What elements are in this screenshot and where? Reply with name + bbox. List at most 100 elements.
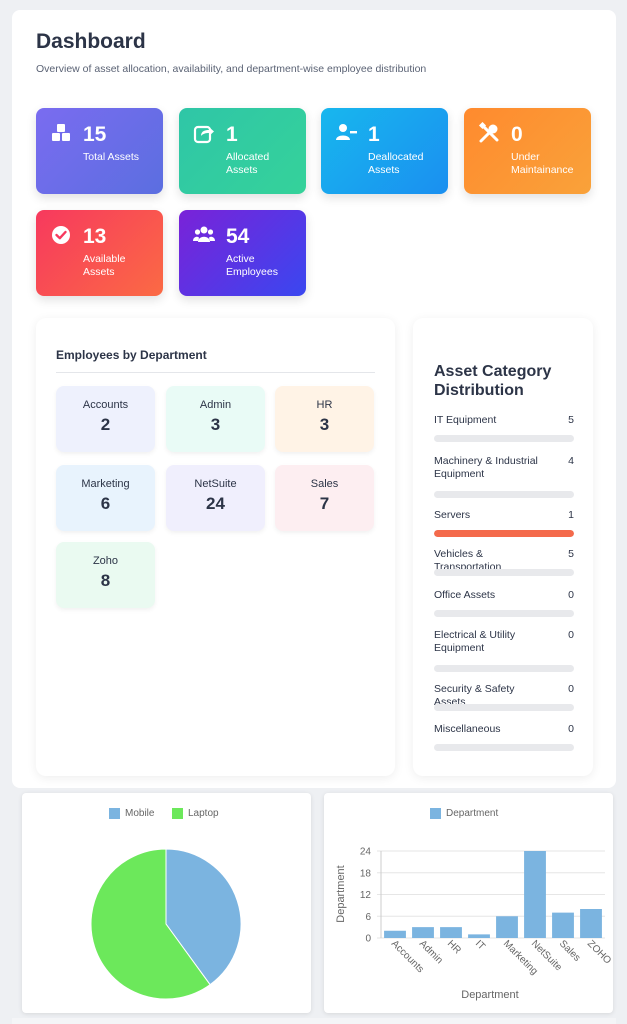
stat-card-total-assets[interactable]: 15 Total Assets <box>36 108 163 194</box>
legend-label: Department <box>446 808 499 819</box>
department-tile-marketing[interactable]: Marketing 6 <box>56 465 155 531</box>
legend-item-mobile[interactable]: Mobile <box>109 808 154 819</box>
employees-by-department-card: Employees by Department Accounts 2 Admin 3 H… <box>36 318 395 776</box>
bar-marketing[interactable] <box>496 916 518 938</box>
bar-sales[interactable] <box>552 912 574 938</box>
department-count: 3 <box>210 415 221 434</box>
category-progress-fill <box>434 530 574 537</box>
category-progress-bar <box>434 665 574 672</box>
department-tile-accounts[interactable]: Accounts 2 <box>56 386 155 452</box>
category-row: Miscellaneous 0 <box>434 723 574 751</box>
category-progress-bar <box>434 491 574 498</box>
stat-card-available-assets[interactable]: 13 Available Assets <box>36 210 163 296</box>
category-row: IT Equipment 5 <box>434 414 574 442</box>
x-axis-title: Department <box>461 989 518 1001</box>
category-row: Vehicles & Transportation 5 <box>434 548 574 576</box>
category-name: Miscellaneous <box>434 723 501 735</box>
category-count: 5 <box>568 548 574 560</box>
stat-card-allocated-assets[interactable]: 1 Allocated Assets <box>179 108 306 194</box>
bar-admin[interactable] <box>412 927 434 938</box>
category-name: Electrical & Utility Equipment <box>434 629 516 654</box>
bar-hr[interactable] <box>440 927 462 938</box>
stat-value: 1 <box>226 123 238 146</box>
department-tile-zoho[interactable]: Zoho 8 <box>56 542 155 608</box>
asset-category-card: Asset Category Distribution IT Equipment… <box>413 318 593 776</box>
department-tile-hr[interactable]: HR 3 <box>275 386 374 452</box>
category-progress-bar <box>434 744 574 751</box>
legend-item-department[interactable]: Department <box>430 808 498 819</box>
bar-chart-card: Department 0 6 12 18 24 Accounts Admin HR IT Mark… <box>324 793 613 1013</box>
stat-label: Active Employees <box>226 253 278 278</box>
category-count: 5 <box>568 414 574 426</box>
category-row: Servers 1 <box>434 509 574 537</box>
bar-it[interactable] <box>468 934 490 938</box>
stat-value: 0 <box>511 123 523 146</box>
x-tick-label: Sales <box>557 938 582 963</box>
department-tile-netsuite[interactable]: NetSuite 24 <box>166 465 265 531</box>
category-progress-bar <box>434 435 574 442</box>
department-name: Admin <box>199 399 232 411</box>
stat-label: Under Maintainance <box>511 151 574 176</box>
department-name: Marketing <box>81 478 130 490</box>
department-name: Zoho <box>92 555 119 567</box>
stat-value: 54 <box>226 225 250 248</box>
x-tick-label: HR <box>445 938 463 956</box>
check-circle-icon <box>52 226 70 244</box>
category-count: 0 <box>568 629 574 641</box>
stat-card-active-employees[interactable]: 54 Active Employees <box>179 210 306 296</box>
legend-swatch <box>172 808 183 819</box>
category-count: 0 <box>568 683 574 695</box>
pie-slice-mobile[interactable] <box>165 848 242 986</box>
dashboard-card: Dashboard Overview of asset allocation, … <box>12 10 616 788</box>
department-name: Accounts <box>82 399 129 411</box>
user-minus-icon <box>336 124 357 140</box>
pie-chart <box>90 848 242 1000</box>
boxes-icon <box>52 124 70 141</box>
share-icon <box>193 125 214 144</box>
page-title: Dashboard <box>36 30 146 53</box>
y-tick-label: 18 <box>360 868 372 879</box>
y-tick-label: 24 <box>360 847 372 858</box>
stat-card-under-maintenance[interactable]: 0 Under Maintainance <box>464 108 591 194</box>
y-axis-title: Department <box>335 865 347 922</box>
category-count: 0 <box>568 723 574 735</box>
divider <box>56 372 375 373</box>
bar-netsuite[interactable] <box>524 851 546 938</box>
category-name: Machinery & Industrial Equipment <box>434 455 538 480</box>
stat-label: Allocated Assets <box>226 151 270 176</box>
stat-label: Deallocated Assets <box>368 151 424 176</box>
department-tile-admin[interactable]: Admin 3 <box>166 386 265 452</box>
stat-label: Total Assets <box>83 151 140 163</box>
department-name: Sales <box>310 478 339 490</box>
category-progress-bar <box>434 530 574 537</box>
category-count: 1 <box>568 509 574 521</box>
department-tile-sales[interactable]: Sales 7 <box>275 465 374 531</box>
x-tick-label: ZOHO <box>585 938 613 966</box>
category-progress-bar <box>434 704 574 711</box>
department-count: 2 <box>100 415 111 434</box>
category-row: Office Assets 0 <box>434 589 574 617</box>
legend-label: Laptop <box>188 808 219 819</box>
y-tick-label: 12 <box>360 890 372 901</box>
pie-chart-card: Mobile Laptop <box>22 793 311 1013</box>
department-count: 6 <box>100 494 111 513</box>
page-subtitle: Overview of asset allocation, availabili… <box>36 63 427 75</box>
category-count: 0 <box>568 589 574 601</box>
y-tick-label: 6 <box>365 912 371 923</box>
pie-slice-laptop[interactable] <box>90 848 211 1000</box>
category-count: 4 <box>568 455 574 467</box>
department-count: 3 <box>319 415 330 434</box>
department-name: HR <box>316 399 333 411</box>
department-count: 8 <box>100 571 111 590</box>
bar-zoho[interactable] <box>580 909 602 938</box>
legend-swatch <box>430 808 441 819</box>
stat-card-deallocated-assets[interactable]: 1 Deallocated Assets <box>321 108 448 194</box>
section-title: Employees by Department <box>56 348 207 362</box>
bar-accounts[interactable] <box>384 930 406 938</box>
stat-label: Available Assets <box>83 253 126 278</box>
category-name: Servers <box>434 509 471 521</box>
category-name: Office Assets <box>434 589 496 601</box>
users-icon <box>193 226 215 242</box>
legend-item-laptop[interactable]: Laptop <box>172 808 219 819</box>
